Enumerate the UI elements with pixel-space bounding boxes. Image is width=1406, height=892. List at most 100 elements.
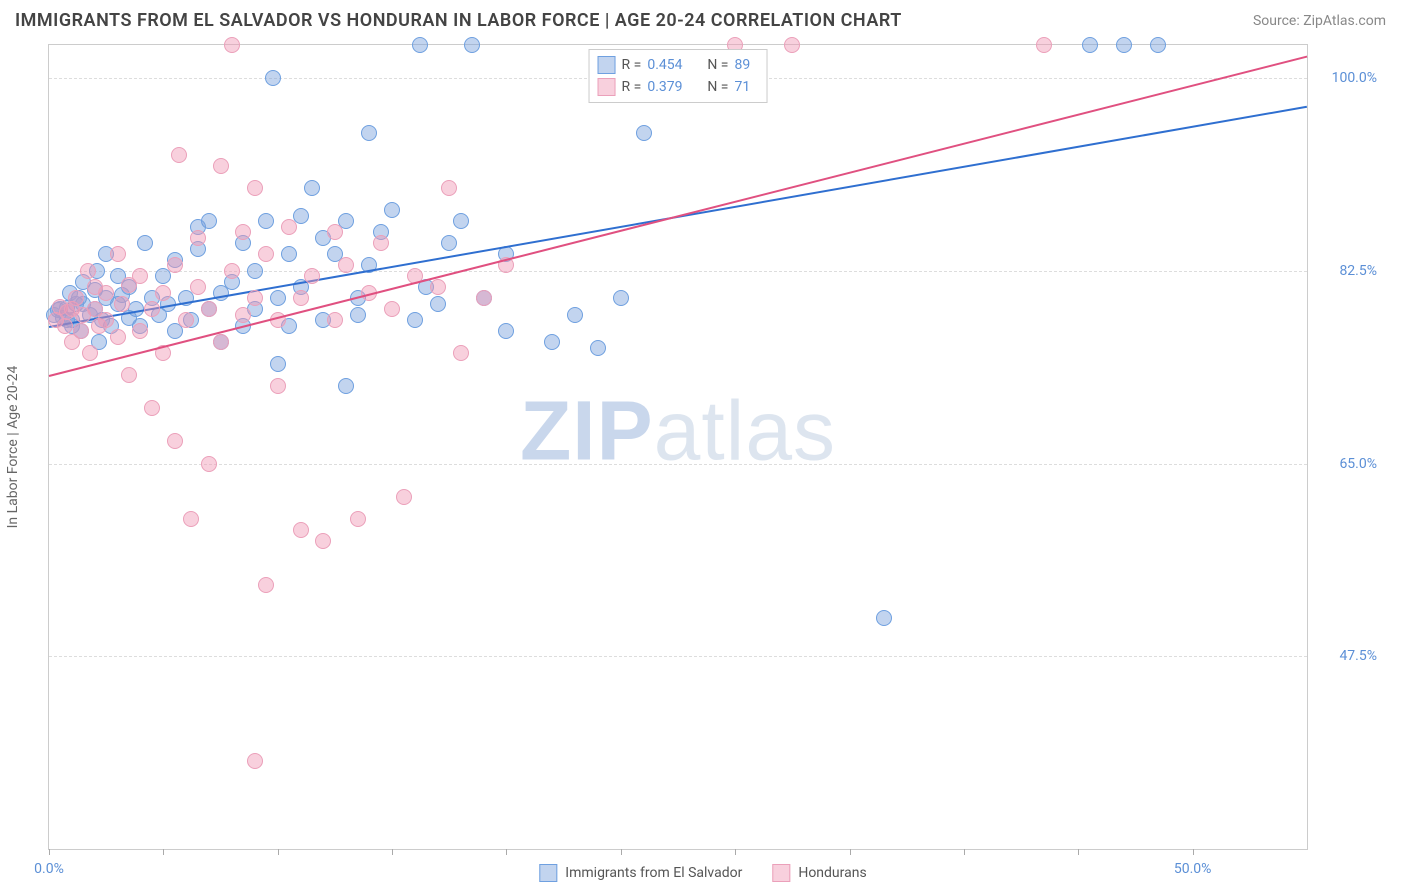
legend-swatch	[598, 78, 616, 96]
scatter-point	[190, 279, 206, 295]
legend-item: Hondurans	[772, 864, 866, 882]
scatter-point	[270, 356, 286, 372]
y-tick-label: 47.5%	[1317, 648, 1377, 664]
n-label: N =	[707, 79, 728, 95]
r-value: 0.454	[647, 57, 693, 73]
scatter-point	[190, 230, 206, 246]
scatter-point	[361, 125, 377, 141]
legend-item: Immigrants from El Salvador	[539, 864, 742, 882]
n-value: 71	[734, 79, 758, 95]
scatter-point	[590, 340, 606, 356]
gridline	[49, 656, 1307, 657]
scatter-point	[247, 290, 263, 306]
source-attribution: Source: ZipAtlas.com	[1253, 13, 1386, 29]
scatter-point	[338, 257, 354, 273]
scatter-point	[1116, 37, 1132, 53]
scatter-point	[80, 263, 96, 279]
scatter-point	[258, 577, 274, 593]
scatter-point	[73, 323, 89, 339]
x-tick-label: 0.0%	[34, 861, 64, 877]
scatter-point	[373, 235, 389, 251]
scatter-point	[338, 378, 354, 394]
n-label: N =	[707, 57, 728, 73]
scatter-point	[350, 511, 366, 527]
y-tick-label: 100.0%	[1317, 70, 1377, 86]
scatter-point	[201, 456, 217, 472]
scatter-point	[183, 511, 199, 527]
scatter-point	[412, 37, 428, 53]
legend-swatch	[598, 56, 616, 74]
scatter-point	[144, 301, 160, 317]
x-tick	[735, 849, 736, 855]
scatter-point	[201, 301, 217, 317]
scatter-point	[327, 224, 343, 240]
scatter-point	[876, 610, 892, 626]
scatter-point	[137, 235, 153, 251]
x-tick	[850, 849, 851, 855]
scatter-point	[453, 345, 469, 361]
x-tick	[1193, 849, 1194, 855]
scatter-point	[613, 290, 629, 306]
scatter-point	[430, 296, 446, 312]
scatter-point	[247, 263, 263, 279]
n-value: 89	[734, 57, 758, 73]
x-tick	[392, 849, 393, 855]
scatter-point	[567, 307, 583, 323]
x-tick	[49, 849, 50, 855]
scatter-point	[167, 433, 183, 449]
legend-row: R =0.379N =71	[598, 76, 759, 98]
y-tick-label: 82.5%	[1317, 263, 1377, 279]
scatter-point	[464, 37, 480, 53]
scatter-point	[476, 290, 492, 306]
correlation-legend: R =0.454N =89R =0.379N =71	[589, 49, 768, 103]
scatter-point	[110, 246, 126, 262]
scatter-point	[430, 279, 446, 295]
x-tick-label: 50.0%	[1174, 861, 1212, 877]
scatter-point	[384, 202, 400, 218]
scatter-point	[1082, 37, 1098, 53]
gridline	[49, 464, 1307, 465]
scatter-point	[270, 290, 286, 306]
scatter-point	[98, 285, 114, 301]
scatter-point	[258, 213, 274, 229]
scatter-point	[171, 147, 187, 163]
x-tick	[278, 849, 279, 855]
scatter-point	[265, 70, 281, 86]
scatter-point	[304, 268, 320, 284]
scatter-point	[110, 329, 126, 345]
scatter-point	[224, 37, 240, 53]
scatter-point	[293, 290, 309, 306]
scatter-point	[544, 334, 560, 350]
scatter-point	[213, 334, 229, 350]
scatter-point	[350, 307, 366, 323]
chart-header: IMMIGRANTS FROM EL SALVADOR VS HONDURAN …	[0, 0, 1406, 37]
watermark: ZIPatlas	[520, 382, 836, 479]
scatter-point	[247, 180, 263, 196]
scatter-point	[235, 307, 251, 323]
scatter-point	[784, 37, 800, 53]
scatter-point	[1036, 37, 1052, 53]
scatter-point	[1150, 37, 1166, 53]
scatter-point	[453, 213, 469, 229]
scatter-point	[98, 312, 114, 328]
scatter-point	[132, 323, 148, 339]
legend-swatch	[772, 864, 790, 882]
scatter-point	[281, 219, 297, 235]
scatter-point	[315, 533, 331, 549]
scatter-point	[144, 400, 160, 416]
scatter-point	[213, 158, 229, 174]
legend-swatch	[539, 864, 557, 882]
scatter-point	[114, 296, 130, 312]
scatter-point	[224, 263, 240, 279]
scatter-point	[258, 246, 274, 262]
scatter-point	[235, 224, 251, 240]
scatter-point	[407, 312, 423, 328]
scatter-point	[201, 213, 217, 229]
scatter-point	[441, 235, 457, 251]
scatter-point	[293, 522, 309, 538]
legend-row: R =0.454N =89	[598, 54, 759, 76]
scatter-point	[396, 489, 412, 505]
correlation-chart: ZIPatlas In Labor Force | Age 20-24 R =0…	[48, 44, 1308, 850]
scatter-point	[384, 301, 400, 317]
x-tick	[506, 849, 507, 855]
